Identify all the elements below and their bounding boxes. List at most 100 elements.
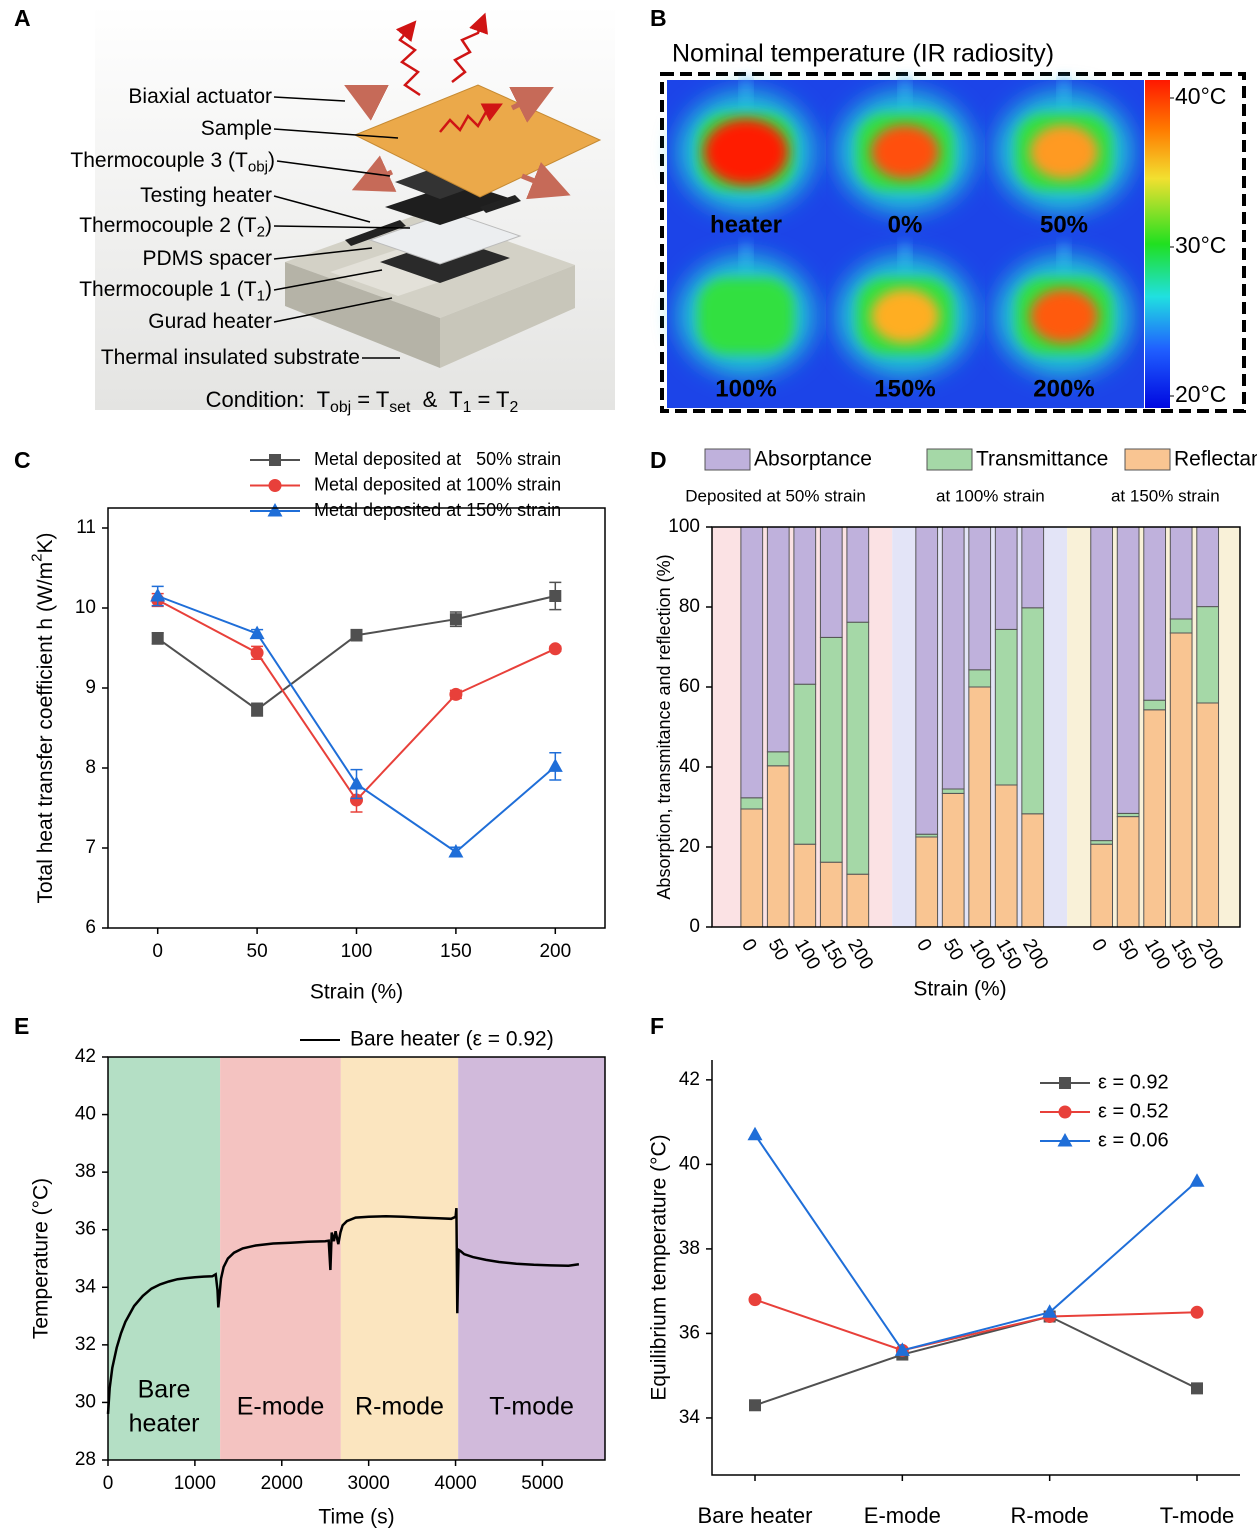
condition-label-part: & T [410, 387, 462, 412]
bar-segment [1144, 700, 1166, 710]
marker [450, 613, 462, 625]
bar-segment [820, 527, 842, 637]
bar-segment [1197, 607, 1219, 703]
y-tick-label: 38 [679, 1238, 700, 1259]
marker [749, 1293, 762, 1306]
component-label-part: 2 [257, 224, 265, 241]
bar-segment [1144, 527, 1166, 700]
panel-letter: A [14, 5, 31, 31]
legend-marker [1059, 1106, 1072, 1119]
legend-marker [268, 503, 283, 517]
mode-label: E-mode [237, 1393, 325, 1421]
y-tick-label: 100 [668, 516, 700, 537]
component-label-part: Thermocouple 3 (T [70, 149, 248, 172]
x-axis-label: Strain (%) [310, 981, 403, 1004]
ir-core [1030, 289, 1098, 343]
x-tick-label: 200 [1193, 936, 1227, 974]
legend-label: ε = 0.06 [1098, 1129, 1169, 1151]
legend-swatch [927, 449, 972, 470]
group-label: Deposited at 50% strain [685, 486, 866, 505]
marker [1191, 1382, 1203, 1394]
x-tick-label: 50 [939, 936, 968, 965]
x-tick-label: 100 [1140, 936, 1174, 974]
panel-letter: D [650, 447, 667, 473]
x-tick-label: 0 [152, 941, 163, 962]
colorbar-label: 40°C [1175, 83, 1226, 109]
mode-label: Bare [138, 1376, 191, 1404]
bar-segment [1197, 527, 1219, 607]
page: {"panel_a": {"letter": "A", "labels": [[… [0, 0, 1257, 1531]
y-tick-label: 40 [75, 1104, 96, 1125]
x-tick-label: 1000 [174, 1473, 216, 1494]
plot-frame [108, 508, 605, 928]
bar-segment [1091, 844, 1113, 927]
ir-core [704, 119, 788, 185]
y-tick-label: 0 [689, 916, 700, 937]
component-label: Sample [201, 117, 272, 140]
x-tick-label: 100 [790, 936, 824, 974]
y-axis-label-part: 2 [29, 554, 46, 562]
ir-label: 200% [1033, 375, 1094, 402]
panel-letter: E [14, 1013, 29, 1039]
ir-core [1030, 125, 1098, 179]
data-line [755, 1300, 1197, 1351]
legend-marker [1059, 1077, 1071, 1089]
bar-segment [1170, 633, 1192, 927]
colorbar [1145, 80, 1170, 408]
bar-segment [1170, 527, 1192, 619]
bar-segment [741, 527, 763, 798]
y-axis-label: Absorption, transmitance and reflection … [654, 554, 674, 899]
group-label: at 150% strain [1111, 486, 1220, 505]
condition-label-part: set [389, 399, 411, 416]
y-tick-label: 42 [75, 1046, 96, 1067]
x-tick-label: 150 [817, 936, 851, 974]
bar-segment [820, 862, 842, 927]
marker [448, 844, 463, 858]
component-label: Testing heater [140, 184, 272, 207]
x-tick-label: R-mode [1011, 1503, 1089, 1528]
x-tick-label: 150 [1166, 936, 1200, 974]
y-tick-label: 32 [75, 1334, 96, 1355]
legend-label: Metal deposited at 150% strain [314, 500, 561, 520]
ir-label: heater [710, 211, 782, 238]
legend-marker [1058, 1133, 1073, 1147]
bar-segment [995, 527, 1017, 629]
y-tick-label: 36 [75, 1219, 96, 1240]
bar-segment [1170, 619, 1192, 633]
condition-label-part: obj [330, 399, 351, 416]
marker [351, 629, 363, 641]
ir-label: 150% [874, 375, 935, 402]
bar-segment [916, 837, 938, 927]
y-tick-label: 40 [679, 756, 700, 777]
bar-segment [1091, 841, 1113, 845]
panel-letter: C [14, 447, 31, 473]
legend-label: Metal deposited at 100% strain [314, 474, 561, 494]
x-tick-label: E-mode [864, 1503, 941, 1528]
bar-segment [847, 527, 869, 622]
component-label: PDMS spacer [142, 247, 272, 270]
component-label-part: Gurad heater [148, 310, 272, 333]
bar-segment [969, 687, 991, 927]
bar-segment [1144, 710, 1166, 927]
bar-segment [767, 527, 789, 752]
component-label-part: Biaxial actuator [128, 85, 272, 108]
bar-segment [969, 670, 991, 687]
condition-label-part: 2 [510, 399, 519, 416]
legend-swatch [705, 449, 750, 470]
bar-segment [1117, 817, 1139, 927]
condition-label-part: = T [351, 387, 389, 412]
x-tick-label: 0 [1087, 936, 1110, 956]
marker [251, 646, 264, 659]
x-tick-label: 3000 [348, 1473, 390, 1494]
condition-label-part: = T [471, 387, 509, 412]
bar-segment [794, 684, 816, 844]
y-axis-label-part: Total heat transfer coefficient h (W/m [34, 562, 57, 904]
y-tick-label: 28 [75, 1449, 96, 1470]
x-tick-label: 100 [341, 941, 373, 962]
y-tick-label: 11 [76, 517, 96, 538]
marker [548, 758, 563, 772]
y-tick-label: 10 [75, 597, 96, 618]
y-tick-label: 40 [679, 1153, 700, 1174]
y-tick-label: 38 [75, 1161, 96, 1182]
marker [549, 590, 561, 602]
